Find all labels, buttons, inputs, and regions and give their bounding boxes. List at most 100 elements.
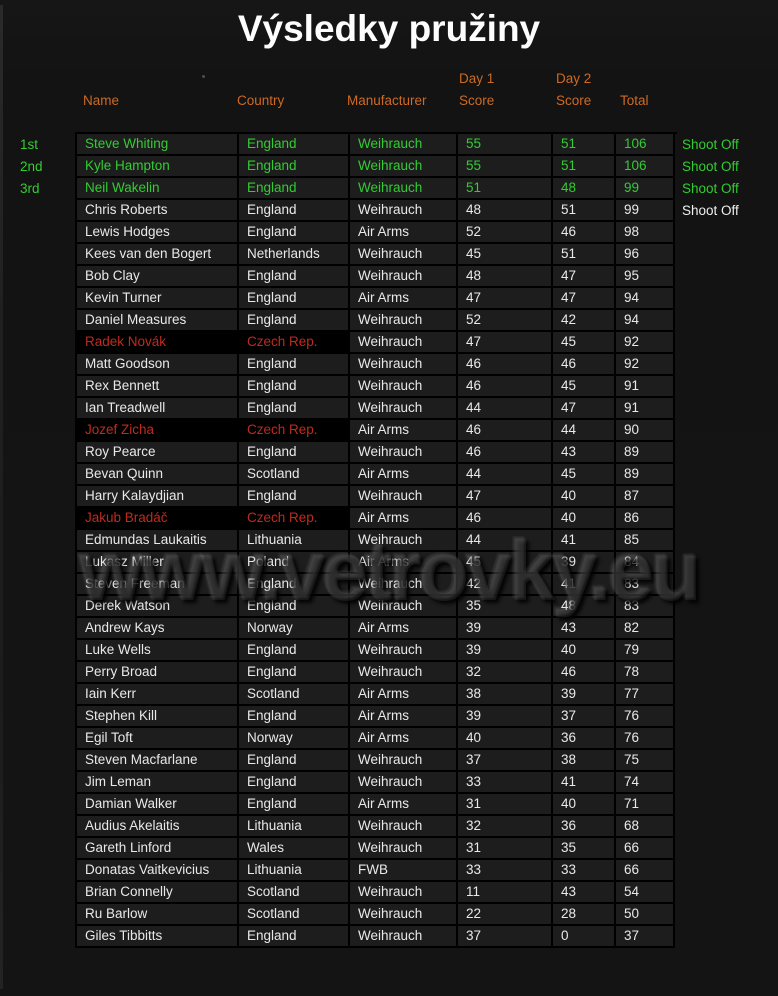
rank-label xyxy=(0,222,75,244)
country-cell: England xyxy=(237,310,348,332)
name-cell: Radek Novák xyxy=(75,332,237,354)
table-row: Bob Clay England Weihrauch 48 47 95 xyxy=(0,266,778,288)
day1-score-cell: 52 xyxy=(456,310,551,332)
day1-score-cell: 37 xyxy=(456,926,551,948)
total-cell: 54 xyxy=(614,882,675,904)
total-cell: 94 xyxy=(614,288,675,310)
total-cell: 89 xyxy=(614,442,675,464)
country-cell: England xyxy=(237,596,348,618)
rank-label xyxy=(0,640,75,662)
rank-label xyxy=(0,266,75,288)
rank-label xyxy=(0,442,75,464)
day2-score-cell: 43 xyxy=(551,882,614,904)
total-cell: 78 xyxy=(614,662,675,684)
total-cell: 91 xyxy=(614,398,675,420)
name-cell: Roy Pearce xyxy=(75,442,237,464)
name-cell: Donatas Vaitkevicius xyxy=(75,860,237,882)
table-row: Gareth Linford Wales Weihrauch 31 35 66 xyxy=(0,838,778,860)
total-cell: 66 xyxy=(614,838,675,860)
day1-score-cell: 55 xyxy=(456,134,551,156)
country-cell: England xyxy=(237,222,348,244)
rank-label xyxy=(0,354,75,376)
day2-score-cell: 40 xyxy=(551,508,614,530)
table-row: Steven Freeman England Weihrauch 42 41 83 xyxy=(0,574,778,596)
total-cell: 76 xyxy=(614,728,675,750)
country-cell: England xyxy=(237,200,348,222)
column-header-manufacturer: Manufacturer xyxy=(347,93,427,108)
rank-label xyxy=(0,816,75,838)
manufacturer-cell: Weihrauch xyxy=(348,574,456,596)
total-cell: 74 xyxy=(614,772,675,794)
table-row: Derek Watson England Weihrauch 35 48 83 xyxy=(0,596,778,618)
day1-score-cell: 31 xyxy=(456,794,551,816)
table-row: Lewis Hodges England Air Arms 52 46 98 xyxy=(0,222,778,244)
country-cell: England xyxy=(237,640,348,662)
manufacturer-cell: Weihrauch xyxy=(348,486,456,508)
total-cell: 92 xyxy=(614,354,675,376)
total-cell: 91 xyxy=(614,376,675,398)
country-cell: Lithuania xyxy=(237,816,348,838)
day1-score-cell: 31 xyxy=(456,838,551,860)
day2-score-cell: 47 xyxy=(551,398,614,420)
country-cell: Scotland xyxy=(237,882,348,904)
name-cell: Jim Leman xyxy=(75,772,237,794)
day1-score-cell: 22 xyxy=(456,904,551,926)
table-top-border xyxy=(75,132,677,134)
total-cell: 89 xyxy=(614,464,675,486)
manufacturer-cell: Weihrauch xyxy=(348,354,456,376)
table-row: 3rd Neil Wakelin England Weihrauch 51 48 99 Sho… xyxy=(0,178,778,200)
table-row: Ru Barlow Scotland Weihrauch 22 28 50 xyxy=(0,904,778,926)
name-cell: Ru Barlow xyxy=(75,904,237,926)
manufacturer-cell: Weihrauch xyxy=(348,442,456,464)
name-cell: Jozef Zicha xyxy=(75,420,237,442)
manufacturer-cell: Air Arms xyxy=(348,728,456,750)
manufacturer-cell: Air Arms xyxy=(348,706,456,728)
day2-score-cell: 51 xyxy=(551,156,614,178)
day2-score-cell: 39 xyxy=(551,552,614,574)
day1-score-cell: 11 xyxy=(456,882,551,904)
dust-speck xyxy=(202,75,205,78)
name-cell: Kevin Turner xyxy=(75,288,237,310)
country-cell: England xyxy=(237,178,348,200)
name-cell: Andrew Kays xyxy=(75,618,237,640)
rank-label xyxy=(0,398,75,420)
day2-score-cell: 45 xyxy=(551,332,614,354)
name-cell: Damian Walker xyxy=(75,794,237,816)
manufacturer-cell: Weihrauch xyxy=(348,838,456,860)
day2-score-cell: 43 xyxy=(551,442,614,464)
name-cell: Brian Connelly xyxy=(75,882,237,904)
table-row: Edmundas Laukaitis Lithuania Weihrauch 44 41… xyxy=(0,530,778,552)
day1-score-cell: 55 xyxy=(456,156,551,178)
manufacturer-cell: Weihrauch xyxy=(348,904,456,926)
day2-score-cell: 28 xyxy=(551,904,614,926)
manufacturer-cell: Weihrauch xyxy=(348,640,456,662)
name-cell: Chris Roberts xyxy=(75,200,237,222)
name-cell: Bob Clay xyxy=(75,266,237,288)
day1-score-cell: 47 xyxy=(456,486,551,508)
table-row: Brian Connelly Scotland Weihrauch 11 43 54 xyxy=(0,882,778,904)
rank-label xyxy=(0,530,75,552)
country-cell: England xyxy=(237,134,348,156)
table-row: Steven Macfarlane England Weihrauch 37 38 75 xyxy=(0,750,778,772)
day2-score-cell: 40 xyxy=(551,486,614,508)
country-cell: England xyxy=(237,266,348,288)
manufacturer-cell: Weihrauch xyxy=(348,530,456,552)
total-cell: 76 xyxy=(614,706,675,728)
name-cell: Edmundas Laukaitis xyxy=(75,530,237,552)
name-cell: Steven Freeman xyxy=(75,574,237,596)
manufacturer-cell: Air Arms xyxy=(348,222,456,244)
manufacturer-cell: Weihrauch xyxy=(348,376,456,398)
table-row: 2nd Kyle Hampton England Weihrauch 55 51 106 Sh… xyxy=(0,156,778,178)
day1-score-cell: 47 xyxy=(456,288,551,310)
table-row: Stephen Kill England Air Arms 39 37 76 xyxy=(0,706,778,728)
manufacturer-cell: Weihrauch xyxy=(348,662,456,684)
rank-label xyxy=(0,508,75,530)
name-cell: Daniel Measures xyxy=(75,310,237,332)
manufacturer-cell: Weihrauch xyxy=(348,596,456,618)
day2-score-label: Score xyxy=(556,93,592,108)
country-cell: England xyxy=(237,794,348,816)
total-cell: 92 xyxy=(614,332,675,354)
day2-score-cell: 48 xyxy=(551,596,614,618)
name-cell: Steven Macfarlane xyxy=(75,750,237,772)
